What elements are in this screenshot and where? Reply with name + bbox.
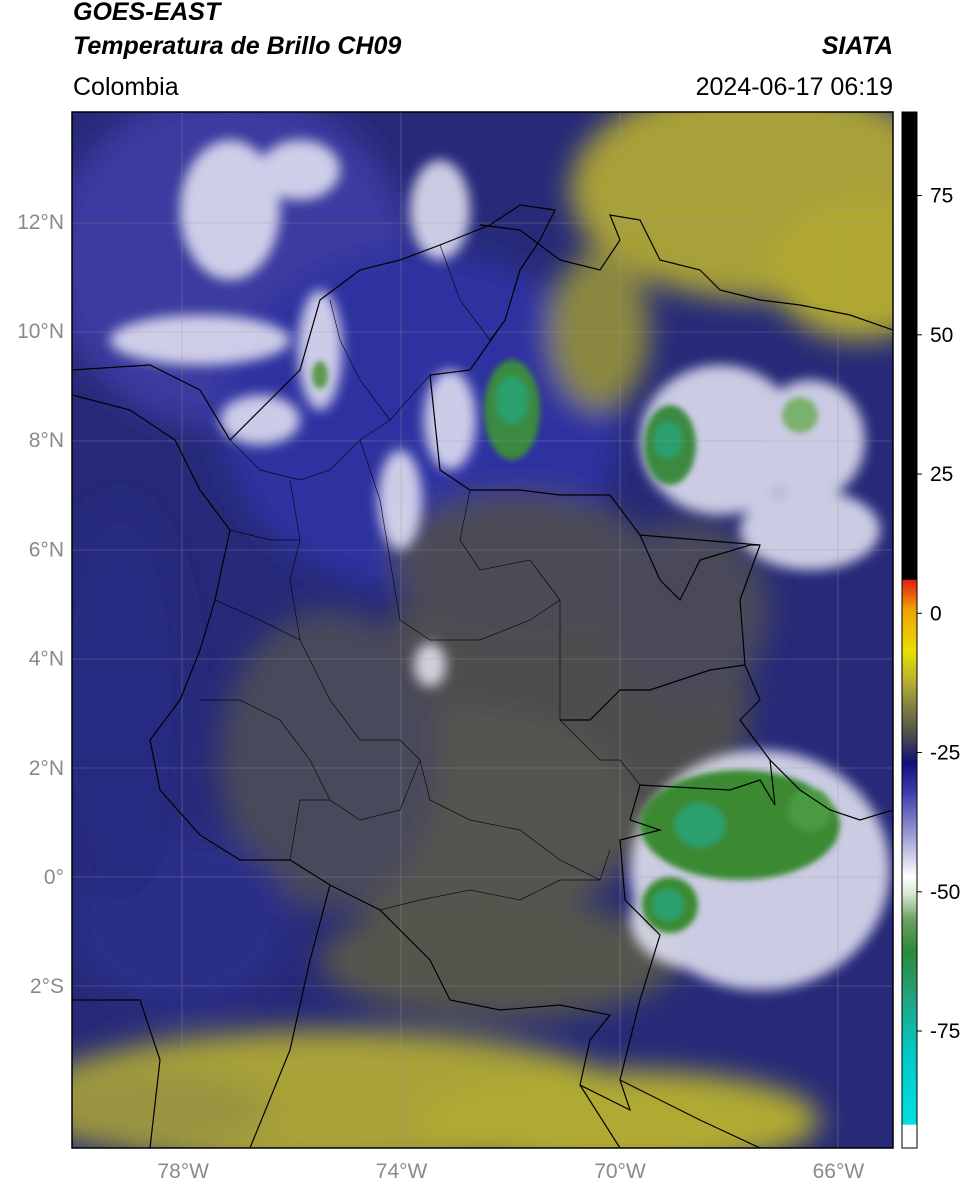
colorbar-tick-label: -50 (930, 881, 960, 904)
latitude-axis: 12°N 10°N 8°N 6°N 4°N 2°N 0° 2°S (17, 211, 64, 998)
latitude-tick-label: 12°N (17, 211, 64, 234)
colorbar-axis: 75 50 25 0 -25 -50 -75 (917, 185, 960, 1043)
longitude-axis: 78°W 74°W 70°W 66°W (157, 1160, 864, 1183)
latitude-tick-label: 6°N (29, 538, 64, 561)
latitude-tick-label: 0° (44, 866, 64, 889)
colorbar-frame (901, 111, 918, 1149)
map-frame (71, 111, 894, 1149)
latitude-tick-label: 8°N (29, 429, 64, 452)
colorbar-tick-label: 25 (930, 463, 953, 486)
satellite-title: GOES-EAST (73, 0, 221, 26)
longitude-tick-label: 70°W (594, 1160, 646, 1183)
longitude-tick-label: 74°W (376, 1160, 428, 1183)
latitude-tick-label: 2°S (30, 975, 64, 998)
colorbar-tick-label: 50 (930, 324, 953, 347)
colorbar-tick-label: 0 (930, 602, 942, 625)
colorbar-tick-label: -25 (930, 742, 960, 765)
latitude-tick-label: 4°N (29, 648, 64, 671)
product-title: Temperatura de Brillo CH09 (73, 32, 402, 60)
latitude-tick-label: 10°N (17, 320, 64, 343)
graticule (72, 112, 893, 1148)
country-borders (72, 204, 893, 1148)
department-borders (200, 244, 641, 911)
latitude-tick-label: 2°N (29, 757, 64, 780)
region-label: Colombia (73, 73, 179, 101)
colorbar-tick-label: 75 (930, 185, 953, 208)
timestamp-label: 2024-06-17 06:19 (695, 73, 893, 101)
longitude-tick-label: 78°W (157, 1160, 209, 1183)
colorbar (902, 112, 917, 1148)
agency-label: SIATA (821, 32, 893, 60)
brightness-temperature-field (72, 112, 893, 1148)
longitude-tick-label: 66°W (813, 1160, 865, 1183)
colorbar-tick-label: -75 (930, 1020, 960, 1043)
